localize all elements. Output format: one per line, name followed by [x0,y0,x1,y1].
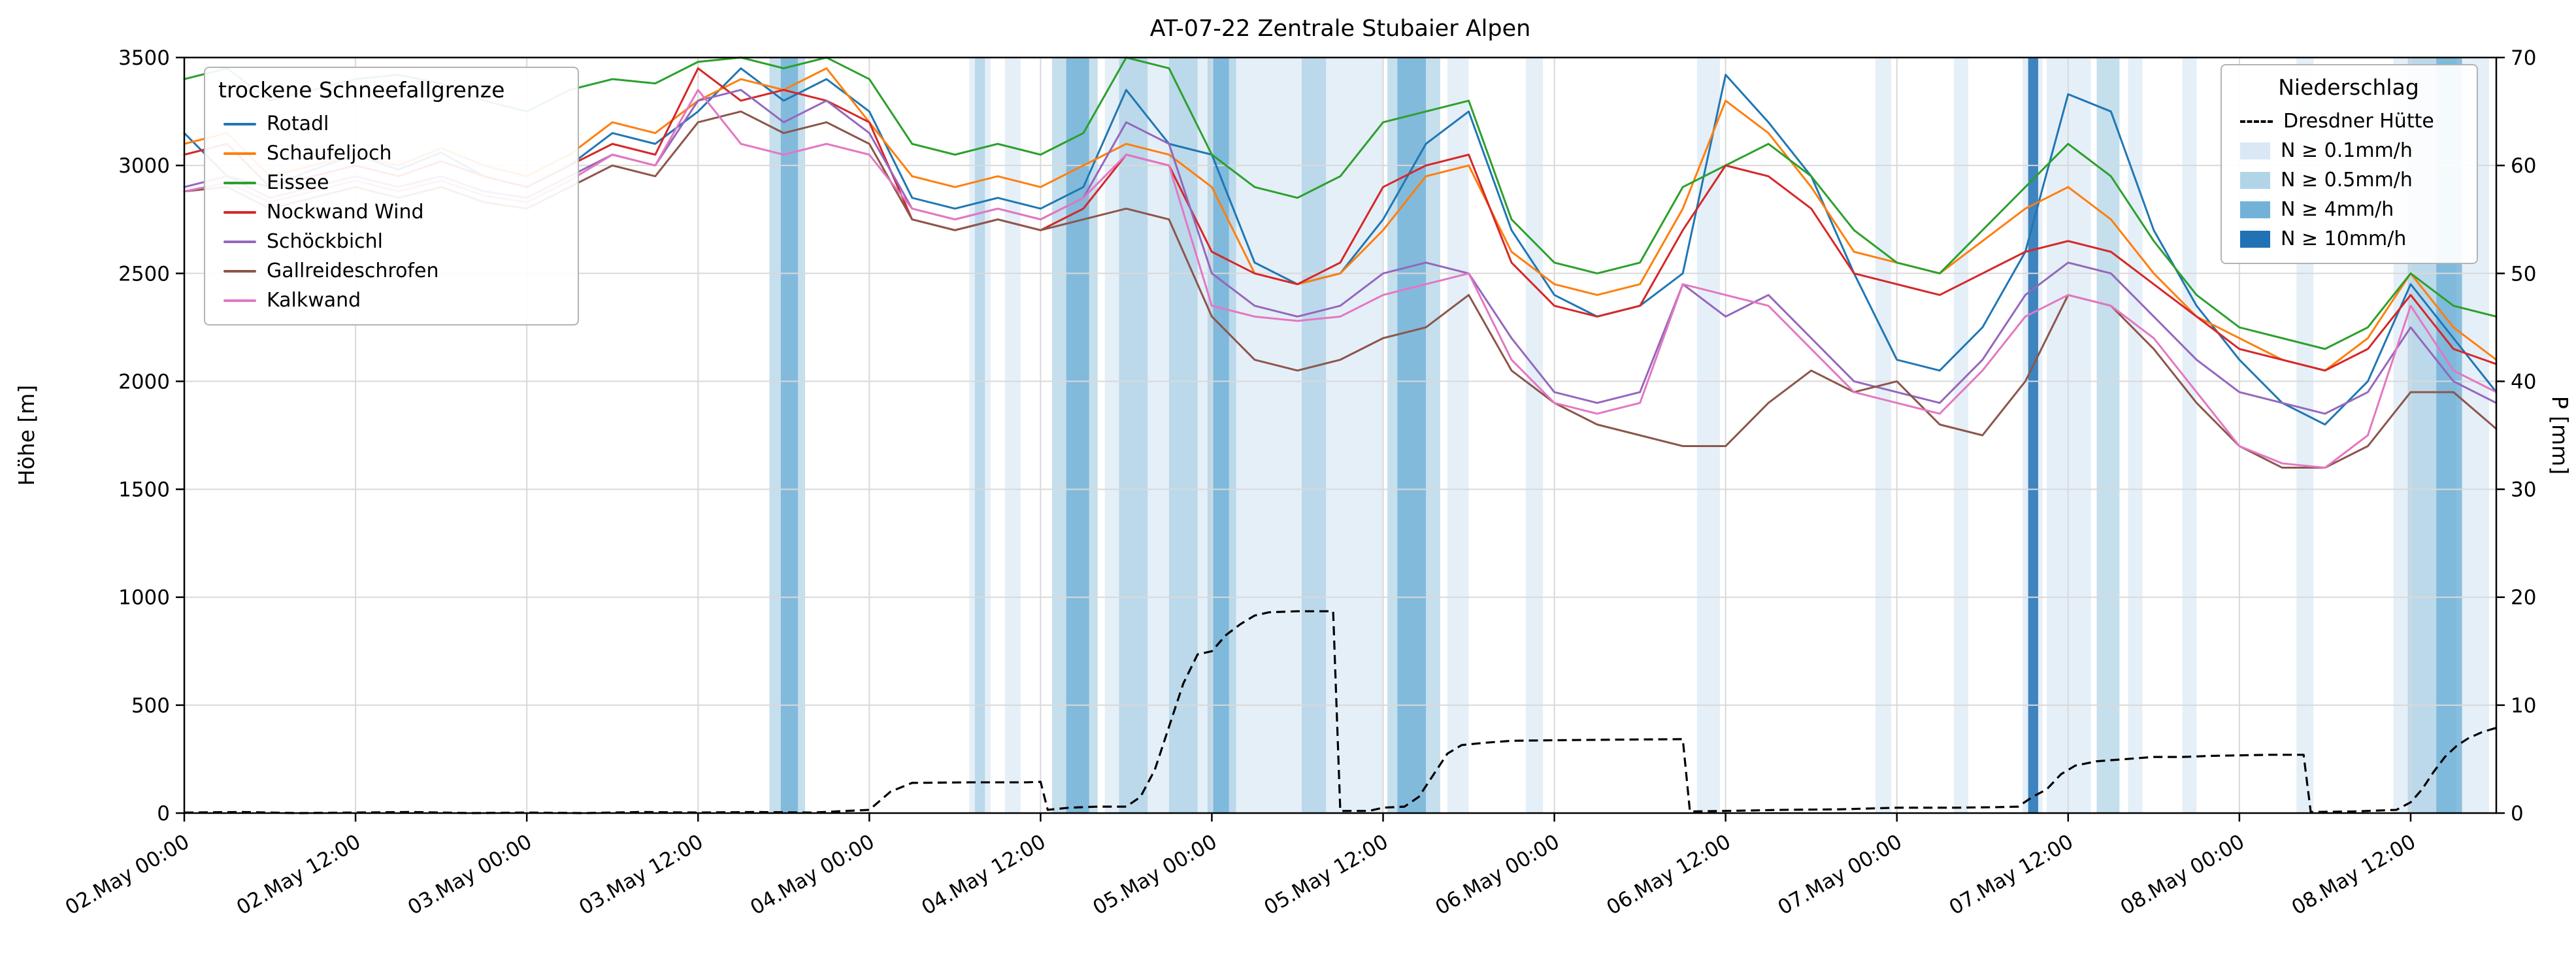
y-left-tick-label: 500 [131,694,170,718]
precip-level-swatch [2240,201,2270,218]
snowline-legend-title: trockene Schneefallgrenze [218,77,505,103]
precip-band [1213,58,1229,813]
precip-legend-item-line: Dresdner Hütte [2234,107,2462,136]
y-right-tick-label: 50 [2511,262,2536,286]
precip-band [1004,58,1021,813]
x-tick-label: 05.May 00:00 [1089,830,1221,920]
precip-band [780,58,799,813]
precip-band [1696,58,1720,813]
precip-legend-item-level: N ≥ 0.1mm/h [2234,136,2462,165]
x-tick-label: 08.May 00:00 [2117,830,2249,920]
precip-line [184,610,2497,814]
y-left-tick-label: 2000 [118,370,170,393]
precip-line-label: Dresdner Hütte [2283,110,2434,133]
y-left-tick-label: 1500 [118,478,170,502]
snowline-legend-item-label: Nockwand Wind [267,201,424,224]
legend-line-swatch [223,240,256,243]
snowline-legend-item: Schöckbichl [217,227,563,256]
precip-legend-item-level: N ≥ 10mm/h [2234,224,2462,254]
snowline-legend-items: Rotadl Schaufeljoch Eissee Nockwand Wind Sch… [217,109,563,315]
snowline-legend-item-label: Schöckbichl [267,230,383,253]
legend-line-swatch [223,210,256,214]
snowline-legend-item: Kalkwand [217,286,563,315]
x-tick-label: 06.May 00:00 [1431,830,1563,920]
snowline-legend-item: Rotadl [217,109,563,139]
x-tick-label: 04.May 00:00 [746,830,878,920]
x-tick-label: 02.May 00:00 [61,830,193,920]
x-tick-label: 07.May 00:00 [1774,830,1906,920]
precip-band [2028,58,2038,813]
x-tick-label: 03.May 00:00 [404,830,536,920]
precip-band [2128,58,2143,813]
y-left-tick-label: 3000 [118,154,170,178]
precip-legend-items: Dresdner Hütte N ≥ 0.1mm/h N ≥ 0.5mm/h N ≥ … [2234,107,2462,254]
precip-level-swatch [2240,230,2270,248]
y-left-tick-label: 0 [157,802,170,826]
y-right-tick-label: 40 [2511,370,2536,393]
precip-band [1525,58,1544,813]
chart-title: AT-07-22 Zentrale Stubaier Alpen [1149,16,1531,42]
x-tick-label: 08.May 12:00 [2288,830,2420,920]
axes-frame [183,56,2498,814]
precip-level-label: N ≥ 0.1mm/h [2281,139,2413,162]
snowline-legend-item: Gallreideschrofen [217,256,563,286]
x-tick-label: 04.May 12:00 [917,830,1049,920]
precip-legend-item-level: N ≥ 4mm/h [2234,195,2462,224]
precip-level-label: N ≥ 10mm/h [2281,227,2407,250]
legend-line-swatch [223,299,256,302]
snowline-legend: trockene Schneefallgrenze Rotadl Schaufel… [204,67,579,325]
precip-band [1302,58,1327,813]
x-tick-label: 06.May 12:00 [1603,830,1735,920]
precip-band [1447,58,1469,813]
x-tick-label: 02.May 12:00 [233,830,365,920]
y-right-tick-label: 0 [2511,802,2524,826]
x-tick-label: 07.May 12:00 [1945,830,2077,920]
y-right-tick-label: 10 [2511,694,2536,718]
precip-band [1954,58,1968,813]
precip-level-swatch [2240,171,2270,189]
precip-level-swatch [2240,142,2270,159]
snowline-legend-item-label: Eissee [267,171,329,194]
y-left-tick-label: 1000 [118,586,170,610]
dashed-line-swatch [2240,120,2273,123]
y-right-axis-label: P [mm] [2547,396,2573,475]
snowline-legend-item: Schaufeljoch [217,139,563,168]
snowline-legend-item-label: Gallreideschrofen [267,259,439,282]
precip-band [1168,58,1198,813]
legend-line-swatch [223,269,256,273]
precip-legend: Niederschlag Dresdner Hütte N ≥ 0.1mm/h N … [2221,64,2478,264]
precip-band [1066,58,1089,813]
precip-legend-item-level: N ≥ 0.5mm/h [2234,165,2462,195]
legend-line-swatch [223,122,256,125]
y-left-axis-label: Höhe [m] [14,385,39,486]
snowline-legend-item-label: Rotadl [267,112,329,135]
snowline-legend-item: Nockwand Wind [217,197,563,227]
snowline-legend-item-label: Kalkwand [267,289,361,312]
precip-band [974,58,985,813]
y-right-tick-label: 30 [2511,478,2536,502]
y-left-tick-label: 3500 [118,46,170,70]
y-right-tick-label: 20 [2511,586,2536,610]
legend-line-swatch [223,181,256,184]
y-left-tick-label: 2500 [118,262,170,286]
y-right-tick-label: 60 [2511,154,2536,178]
precip-band [2047,58,2091,813]
precip-level-label: N ≥ 0.5mm/h [2281,169,2413,192]
precip-band [1119,58,1148,813]
precip-band [2096,58,2120,813]
x-tick-label: 05.May 12:00 [1260,830,1392,920]
snowline-legend-item: Eissee [217,168,563,197]
precip-legend-title: Niederschlag [2278,75,2419,100]
snowline-legend-item-label: Schaufeljoch [267,142,392,165]
precip-level-label: N ≥ 4mm/h [2281,198,2394,221]
y-right-tick-label: 70 [2511,46,2536,70]
legend-line-swatch [223,152,256,155]
x-tick-label: 03.May 12:00 [575,830,707,920]
precip-band [1875,58,1892,813]
precip-band [2182,58,2197,813]
